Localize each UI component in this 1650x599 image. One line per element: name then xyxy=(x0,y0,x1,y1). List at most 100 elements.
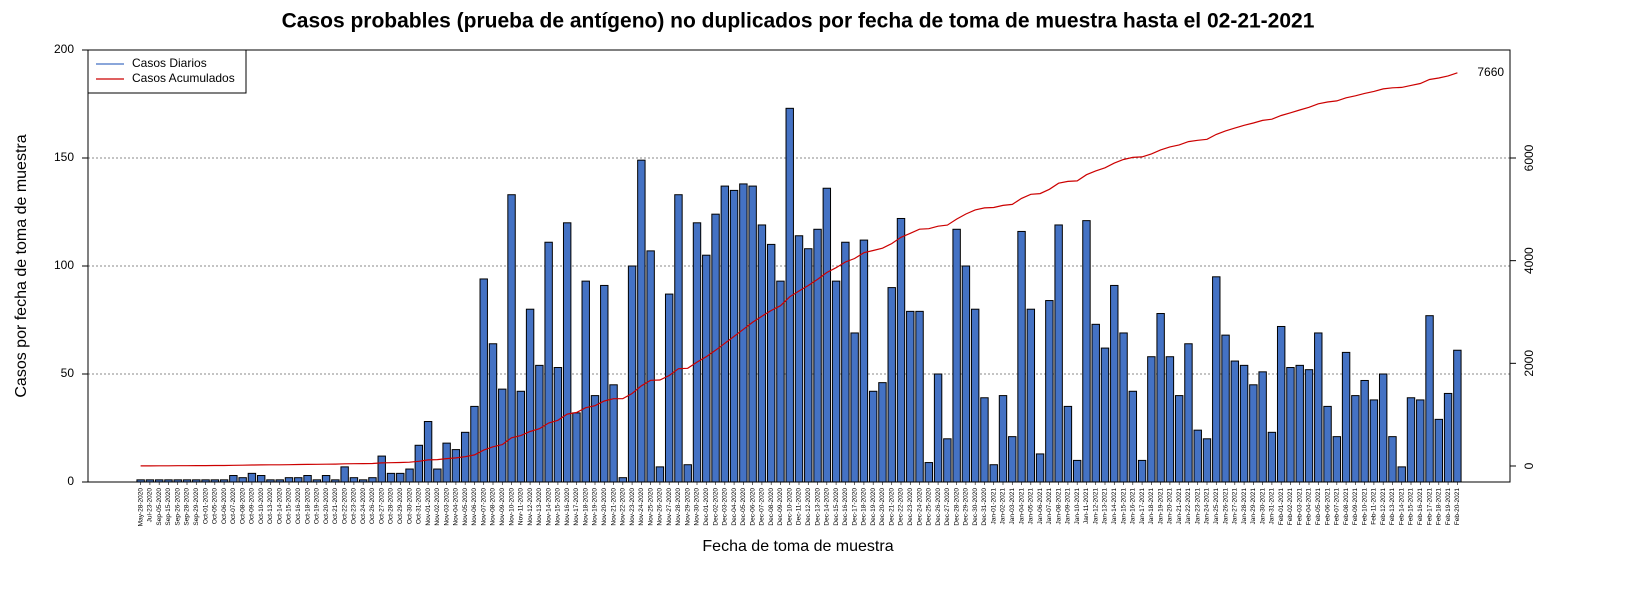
x-tick-label: Feb-01-2021 xyxy=(1278,488,1285,526)
bar xyxy=(340,466,349,483)
x-axis-title: Fecha de toma de muestra xyxy=(702,538,893,555)
bar xyxy=(229,475,238,483)
bar xyxy=(442,442,451,483)
x-tick-label: Feb-15-2021 xyxy=(1408,488,1415,526)
x-tick-label: Dec-16-2020 xyxy=(842,488,849,526)
x-tick-label: Feb-12-2021 xyxy=(1380,488,1387,526)
x-tick-label: Oct-05-2020 xyxy=(212,488,219,525)
x-tick-label: Feb-17-2021 xyxy=(1426,488,1433,526)
x-tick-label: Feb-02-2021 xyxy=(1287,488,1294,526)
x-tick-label: Dec-31-2020 xyxy=(981,488,988,526)
bar xyxy=(1137,459,1147,483)
bar xyxy=(776,280,785,483)
x-tick-label: Dec-14-2020 xyxy=(824,488,831,526)
bar xyxy=(1230,360,1240,483)
bar xyxy=(1221,334,1230,483)
bar xyxy=(1100,347,1110,483)
x-tick-label: Jan-19-2021 xyxy=(1157,488,1164,525)
x-tick-label: Oct-22-2020 xyxy=(341,488,348,525)
x-tick-label: Dec-21-2020 xyxy=(888,488,895,526)
x-tick-label: Feb-20-2021 xyxy=(1454,488,1461,526)
bar xyxy=(868,390,878,483)
x-tick-label: Nov-15-2020 xyxy=(555,488,562,526)
x-tick-label: Oct-13-2020 xyxy=(267,488,274,525)
x-tick-label: Feb-03-2021 xyxy=(1296,488,1303,526)
x-tick-label: Nov-22-2020 xyxy=(620,488,627,526)
x-tick-label: Jan-01-2021 xyxy=(990,488,997,525)
bar xyxy=(1035,453,1045,483)
x-tick-label: Dec-25-2020 xyxy=(926,488,933,526)
x-tick-label: Jan-29-2021 xyxy=(1250,488,1257,525)
x-tick-label: Feb-19-2021 xyxy=(1445,488,1452,526)
bar xyxy=(1249,384,1258,483)
x-tick-label: Jan-30-2021 xyxy=(1259,488,1266,525)
bar xyxy=(1434,418,1444,483)
x-tick-label: Dec-28-2020 xyxy=(953,488,960,526)
x-tick-label: Oct-29-2020 xyxy=(397,488,404,525)
bar xyxy=(1128,390,1138,483)
bar xyxy=(664,293,674,483)
y-tick-label: 150 xyxy=(54,150,74,164)
x-tick-label: May-28-2020 xyxy=(137,488,144,527)
x-tick-label: Nov-09-2020 xyxy=(499,488,506,526)
x-tick-label: Jan-09-2021 xyxy=(1065,488,1072,525)
x-tick-label: Jan-14-2021 xyxy=(1111,488,1118,525)
x-tick-label: Sep-29-2020 xyxy=(193,488,200,526)
bar xyxy=(572,412,581,483)
x-tick-label: Jan-08-2021 xyxy=(1055,488,1062,525)
bar xyxy=(470,405,479,483)
bar xyxy=(692,222,702,483)
x-tick-label: Nov-24-2020 xyxy=(638,488,645,526)
bar xyxy=(655,466,665,483)
bar xyxy=(525,308,535,483)
bar xyxy=(1295,364,1304,483)
bar xyxy=(1091,323,1100,483)
x-tick-label: Dec-27-2020 xyxy=(944,488,951,526)
bar xyxy=(1054,224,1063,483)
x-tick-label: Nov-10-2020 xyxy=(508,488,515,526)
x-tick-label: Oct-31-2020 xyxy=(416,488,423,525)
x-tick-label: Oct-07-2020 xyxy=(230,488,237,525)
y-axis-title: Casos por fecha de toma de muestra xyxy=(13,134,30,397)
x-tick-label: Dec-24-2020 xyxy=(916,488,923,526)
x-tick-label: Feb-16-2021 xyxy=(1417,488,1424,526)
x-tick-label: Feb-05-2021 xyxy=(1315,488,1322,526)
bar xyxy=(943,438,952,483)
x-tick-label: Dec-19-2020 xyxy=(870,488,877,526)
bar xyxy=(553,367,563,483)
bar xyxy=(1174,395,1184,483)
bar xyxy=(720,185,730,483)
x-tick-label: Nov-02-2020 xyxy=(434,488,441,526)
bar xyxy=(1184,343,1193,483)
x-tick-label: Dec-18-2020 xyxy=(861,488,868,526)
x-tick-label: Nov-21-2020 xyxy=(610,488,617,526)
y-tick-label: 200 xyxy=(54,42,74,56)
x-tick-label: Nov-14-2020 xyxy=(545,488,552,526)
x-tick-label: Oct-16-2020 xyxy=(295,488,302,525)
bar xyxy=(878,382,887,483)
x-tick-label: Jan-11-2021 xyxy=(1083,488,1090,524)
x-tick-label: Dec-09-2020 xyxy=(777,488,784,526)
x-tick-label: Feb-11-2021 xyxy=(1371,488,1378,525)
x-tick-label: Nov-19-2020 xyxy=(592,488,599,526)
y-tick-label: 100 xyxy=(54,258,74,272)
x-tick-label: Feb-08-2021 xyxy=(1343,488,1350,526)
bar xyxy=(683,464,692,483)
x-tick-label: Nov-01-2020 xyxy=(425,488,432,526)
bar xyxy=(859,239,869,483)
bar xyxy=(1017,230,1026,483)
x-tick-label: Jan-10-2021 xyxy=(1074,488,1081,525)
x-tick-label: Sep-28-2020 xyxy=(184,488,191,526)
x-tick-label: Feb-14-2021 xyxy=(1398,488,1405,526)
x-tick-label: Nov-05-2020 xyxy=(462,488,469,526)
x-tick-label: Jan-18-2021 xyxy=(1148,488,1155,525)
x-tick-label: Dec-17-2020 xyxy=(851,488,858,526)
bar xyxy=(739,183,748,483)
bar xyxy=(1416,399,1425,483)
x-tick-label: Dec-20-2020 xyxy=(879,488,886,526)
x-tick-label: Jan-26-2021 xyxy=(1222,488,1229,525)
bar xyxy=(498,388,507,483)
x-tick-label: Dec-15-2020 xyxy=(833,488,840,526)
bar xyxy=(535,364,544,483)
